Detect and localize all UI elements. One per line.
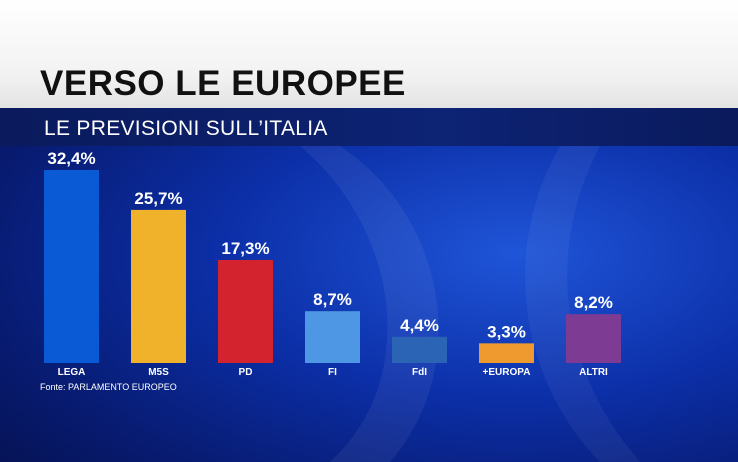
data-label-altri: 8,2%	[574, 293, 613, 312]
category-label-altri: ALTRI	[579, 367, 608, 378]
bar-pd	[218, 259, 273, 363]
category-label-europa: +EUROPA	[483, 367, 531, 378]
source-note: Fonte: PARLAMENTO EUROPEO	[40, 382, 177, 392]
subtitle-band	[0, 108, 738, 146]
header-band	[0, 0, 738, 108]
data-label-pd: 17,3%	[221, 239, 269, 258]
chart-subtitle: LE PREVISIONI SULL’ITALIA	[44, 117, 328, 140]
data-label-europa: 3,3%	[487, 322, 526, 341]
data-label-lega: 32,4%	[47, 149, 95, 168]
data-label-m5s: 25,7%	[134, 189, 182, 208]
page-title: VERSO LE EUROPEE	[40, 64, 406, 103]
category-label-fdi: FdI	[412, 367, 427, 378]
bar-europa	[479, 343, 534, 363]
bar-fdi	[392, 336, 447, 363]
category-label-pd: PD	[239, 367, 253, 378]
bar-fi	[305, 311, 360, 363]
category-label-lega: LEGA	[58, 367, 86, 378]
category-label-m5s: M5S	[148, 367, 169, 378]
data-label-fdi: 4,4%	[400, 316, 439, 335]
category-label-fi: FI	[328, 367, 337, 378]
bar-m5s	[131, 209, 186, 363]
data-label-fi: 8,7%	[313, 290, 352, 309]
bar-lega	[44, 170, 99, 363]
bar-altri	[566, 314, 621, 363]
